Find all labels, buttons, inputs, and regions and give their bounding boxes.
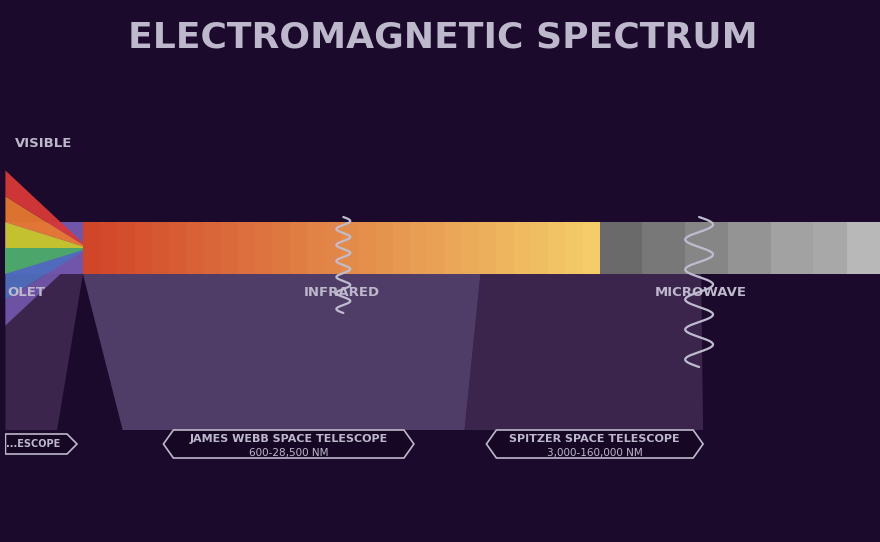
Bar xyxy=(117,222,136,274)
Bar xyxy=(771,222,814,274)
Bar xyxy=(847,222,880,274)
Bar xyxy=(5,222,83,274)
Polygon shape xyxy=(164,430,414,458)
Bar xyxy=(376,222,394,274)
Text: INFRARED: INFRARED xyxy=(304,286,379,299)
Bar xyxy=(324,222,343,274)
Bar xyxy=(100,222,119,274)
Bar xyxy=(135,222,153,274)
Text: 600-28,500 NM: 600-28,500 NM xyxy=(249,448,328,458)
Polygon shape xyxy=(5,250,83,300)
Text: OLET: OLET xyxy=(7,286,46,299)
Bar xyxy=(514,222,532,274)
Bar xyxy=(273,222,291,274)
Bar xyxy=(341,222,360,274)
Bar xyxy=(169,222,187,274)
Bar xyxy=(255,222,274,274)
Polygon shape xyxy=(83,274,480,430)
Polygon shape xyxy=(5,222,83,248)
Polygon shape xyxy=(465,274,703,430)
Bar xyxy=(393,222,412,274)
Text: VISIBLE: VISIBLE xyxy=(14,137,72,150)
Text: ELECTROMAGNETIC SPECTRUM: ELECTROMAGNETIC SPECTRUM xyxy=(128,20,758,54)
Text: SPITZER SPACE TELESCOPE: SPITZER SPACE TELESCOPE xyxy=(510,434,680,444)
Polygon shape xyxy=(5,248,83,274)
Bar xyxy=(358,222,378,274)
Bar xyxy=(307,222,326,274)
Text: ...ESCOPE: ...ESCOPE xyxy=(6,439,61,449)
Bar xyxy=(479,222,498,274)
Bar xyxy=(686,222,729,274)
Bar xyxy=(428,222,446,274)
Bar xyxy=(444,222,464,274)
Text: MICROWAVE: MICROWAVE xyxy=(655,286,747,299)
Bar xyxy=(187,222,205,274)
Bar xyxy=(290,222,308,274)
Bar xyxy=(728,222,772,274)
Bar xyxy=(410,222,429,274)
Bar xyxy=(238,222,257,274)
Bar xyxy=(565,222,584,274)
Polygon shape xyxy=(5,434,77,454)
Polygon shape xyxy=(5,251,83,326)
Text: JAMES WEBB SPACE TELESCOPE: JAMES WEBB SPACE TELESCOPE xyxy=(189,434,388,444)
Polygon shape xyxy=(5,274,83,430)
Polygon shape xyxy=(5,196,83,246)
Bar xyxy=(203,222,223,274)
Bar xyxy=(813,222,848,274)
Bar xyxy=(642,222,686,274)
Bar xyxy=(548,222,567,274)
Bar xyxy=(531,222,549,274)
Bar xyxy=(496,222,515,274)
Bar xyxy=(83,222,102,274)
Bar xyxy=(152,222,171,274)
Bar xyxy=(600,222,643,274)
Text: 3,000-160,000 NM: 3,000-160,000 NM xyxy=(546,448,642,458)
Bar xyxy=(462,222,480,274)
Bar xyxy=(583,222,601,274)
Bar xyxy=(221,222,239,274)
Polygon shape xyxy=(5,171,83,244)
Polygon shape xyxy=(487,430,703,458)
